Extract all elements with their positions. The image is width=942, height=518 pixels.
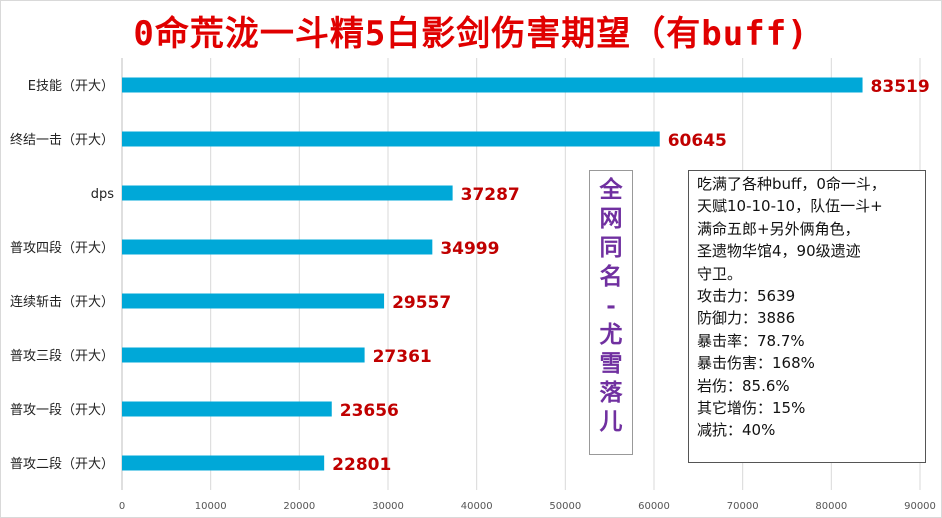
category-label: 普攻三段（开大） xyxy=(10,349,114,364)
watermark-char: - xyxy=(606,292,616,319)
x-tick-label: 60000 xyxy=(638,501,670,512)
x-tick-label: 90000 xyxy=(904,501,936,512)
category-label: 终结一击（开大） xyxy=(10,132,114,148)
data-label: 34999 xyxy=(440,239,499,259)
watermark-char: 尤 xyxy=(599,321,623,348)
watermark-char: 名 xyxy=(599,263,623,290)
bar xyxy=(122,131,660,147)
bar xyxy=(122,455,325,471)
x-tick-label: 50000 xyxy=(549,501,581,512)
notes-line: 满命五郎+另外俩角色， xyxy=(697,219,860,238)
x-tick-label: 10000 xyxy=(195,501,227,512)
x-tick-label: 40000 xyxy=(461,501,493,512)
notes-line: 防御力：3886 xyxy=(697,309,796,328)
notes-box: 吃满了各种buff，0命一斗， 天赋10-10-10，队伍一斗+ 满命五郎+另外俩角… xyxy=(688,170,926,463)
watermark-char: 儿 xyxy=(599,408,623,435)
category-label: E技能（开大） xyxy=(28,79,114,94)
watermark-char: 网 xyxy=(599,205,623,232)
data-label: 22801 xyxy=(332,455,391,475)
bar xyxy=(122,293,385,309)
bar xyxy=(122,239,433,255)
category-label: dps xyxy=(91,187,115,202)
notes-line: 岩伤：85.6% xyxy=(697,376,790,395)
data-label: 60645 xyxy=(668,131,727,151)
x-tick-label: 70000 xyxy=(727,501,759,512)
watermark-char: 落 xyxy=(599,379,623,406)
author-watermark-box: 全网同名-尤雪落儿 xyxy=(589,170,633,455)
data-label: 83519 xyxy=(871,77,930,97)
watermark-char: 全 xyxy=(599,176,623,203)
watermark-char: 雪 xyxy=(599,350,623,377)
notes-line: 圣遗物华馆4，90级遗迹 xyxy=(697,242,861,261)
x-tick-label: 80000 xyxy=(815,501,847,512)
notes-line: 其它增伤：15% xyxy=(697,399,806,418)
x-tick-label: 20000 xyxy=(283,501,315,512)
data-label: 29557 xyxy=(392,293,451,313)
category-label: 普攻四段（开大） xyxy=(10,241,114,256)
notes-line: 减抗：40% xyxy=(697,421,776,440)
bar xyxy=(122,77,863,93)
notes-line: 天赋10-10-10，队伍一斗+ xyxy=(697,197,883,216)
notes-line: 攻击力：5639 xyxy=(697,287,796,306)
x-tick-label: 0 xyxy=(119,501,125,512)
notes-line: 守卫。 xyxy=(697,264,743,283)
notes-line: 暴击伤害：168% xyxy=(697,354,815,373)
chart-title: 0命荒泷一斗精5白影剑伤害期望（有buff) xyxy=(133,14,809,54)
bar xyxy=(122,347,365,363)
x-tick-label: 30000 xyxy=(372,501,404,512)
category-label: 普攻一段（开大） xyxy=(10,403,114,418)
data-label: 23656 xyxy=(340,401,399,421)
notes-line: 暴击率：78.7% xyxy=(697,331,805,350)
data-label: 27361 xyxy=(373,347,432,367)
category-label: 连续斩击（开大） xyxy=(10,294,114,310)
watermark-char: 同 xyxy=(599,234,623,261)
category-label: 普攻二段（开大） xyxy=(10,457,114,472)
data-label: 37287 xyxy=(461,185,520,205)
bar xyxy=(122,185,453,201)
notes-line: 吃满了各种buff，0命一斗， xyxy=(697,175,886,193)
bar xyxy=(122,401,332,417)
